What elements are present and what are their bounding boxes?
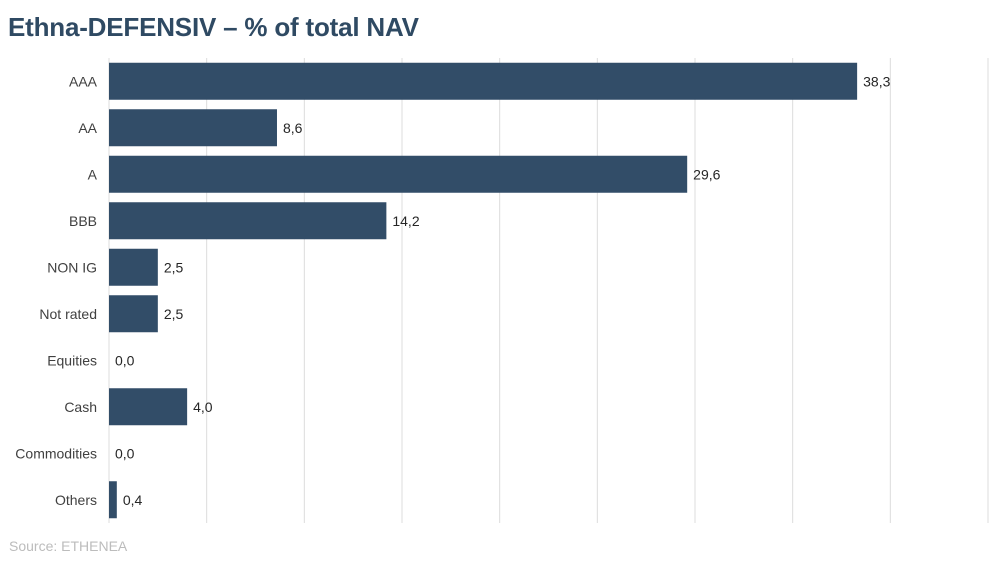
- value-label: 8,6: [283, 120, 303, 136]
- bar-aa: [109, 109, 277, 147]
- category-label: NON IG: [47, 259, 97, 275]
- category-label: Equities: [47, 352, 97, 368]
- bar-a: [109, 155, 688, 193]
- gridlines: [108, 58, 989, 523]
- value-label: 0,0: [115, 352, 135, 368]
- value-label: 2,5: [164, 306, 184, 322]
- value-label: 38,3: [863, 73, 890, 89]
- value-label: 29,6: [693, 166, 720, 182]
- category-label: AAA: [69, 73, 98, 89]
- source-note: Source: ETHENEA: [9, 538, 128, 554]
- bar-others: [109, 481, 117, 519]
- category-label: Not rated: [39, 306, 97, 322]
- bars: [109, 62, 858, 519]
- value-label: 0,4: [123, 492, 143, 508]
- value-label: 2,5: [164, 259, 184, 275]
- chart-title: Ethna-DEFENSIV – % of total NAV: [8, 12, 419, 42]
- bar-non-ig: [109, 248, 158, 286]
- bar-cash: [109, 388, 188, 426]
- bar-bbb: [109, 202, 387, 240]
- value-labels: 38,3 8,6 29,6 14,2 2,5 2,5 0,0 4,0 0,0 0,4: [115, 73, 891, 508]
- category-label: Commodities: [15, 445, 97, 461]
- value-label: 4,0: [193, 399, 213, 415]
- category-label: A: [88, 166, 98, 182]
- value-label: 14,2: [392, 213, 419, 229]
- category-label: AA: [78, 120, 97, 136]
- category-label: Others: [55, 492, 97, 508]
- bar-not-rated: [109, 295, 158, 333]
- value-label: 0,0: [115, 445, 135, 461]
- category-label: Cash: [64, 399, 97, 415]
- bar-aaa: [109, 62, 858, 100]
- category-label: BBB: [69, 213, 97, 229]
